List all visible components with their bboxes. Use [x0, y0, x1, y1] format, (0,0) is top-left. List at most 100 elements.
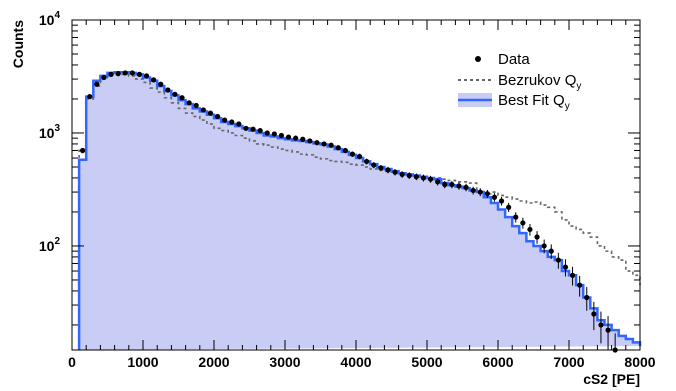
data-point — [307, 138, 313, 144]
x-tick-label: 0 — [68, 354, 76, 370]
x-tick-label: 7000 — [553, 354, 584, 370]
data-point — [435, 179, 441, 185]
data-point — [442, 181, 448, 188]
data-point — [577, 282, 583, 288]
data-point — [591, 311, 597, 317]
data-point — [392, 169, 398, 175]
data-point — [214, 113, 221, 120]
data-point — [158, 81, 164, 87]
legend-data-marker — [475, 56, 481, 62]
legend-bestfit-label: Best Fit Qy — [498, 92, 570, 112]
data-point — [94, 81, 100, 87]
data-point — [584, 294, 590, 301]
data-point — [378, 165, 384, 171]
y-tick-label: 104 — [39, 10, 61, 28]
data-point — [335, 145, 341, 151]
data-point — [569, 272, 576, 278]
data-point — [186, 100, 192, 106]
axis-ticks — [71, 20, 641, 350]
data-point — [80, 147, 86, 154]
data-point — [463, 184, 469, 190]
bezrukov-step-line — [78, 73, 641, 350]
data-point — [108, 71, 114, 77]
data-point — [314, 140, 320, 146]
data-point — [200, 107, 206, 113]
data-point — [349, 151, 356, 157]
y-tick-label: 103 — [39, 123, 61, 141]
data-point — [264, 130, 270, 136]
x-tick-label: 1000 — [127, 354, 158, 370]
data-point — [151, 77, 157, 83]
data-point — [122, 70, 128, 76]
y-axis-title: Counts — [10, 20, 26, 68]
data-point — [399, 171, 405, 177]
tick-labels: 0 1000 2000 3000 4000 5000 6000 7000 8000 102 103 1… — [39, 10, 656, 370]
data-point — [143, 73, 150, 79]
data-point — [406, 172, 412, 179]
data-point — [300, 136, 306, 142]
data-point — [271, 131, 277, 137]
data-point — [477, 189, 483, 195]
data-point — [484, 191, 490, 197]
x-tick-label: 5000 — [411, 354, 442, 370]
data-point — [207, 110, 214, 116]
data-point — [506, 204, 512, 210]
plot-point-layer — [80, 70, 618, 353]
data-point — [250, 126, 256, 132]
data-point — [605, 327, 611, 333]
data-point — [101, 74, 107, 81]
data-point — [129, 70, 135, 76]
x-tick-label: 6000 — [482, 354, 513, 370]
best-fit-fill-area — [79, 72, 641, 350]
data-point — [229, 119, 235, 125]
x-tick-label: 8000 — [624, 354, 655, 370]
data-point — [222, 117, 228, 123]
data-point — [356, 153, 363, 160]
legend-bezrukov-label: Bezrukov Qy — [498, 72, 581, 92]
data-point — [562, 264, 569, 270]
data-point — [87, 93, 93, 100]
data-point — [534, 234, 540, 240]
data-point — [115, 71, 121, 77]
data-point — [371, 162, 377, 168]
x-axis-title: cS2 [PE] — [583, 371, 640, 387]
data-point — [285, 134, 292, 140]
x-tick-label: 4000 — [340, 354, 371, 370]
data-point — [179, 95, 185, 101]
data-point — [165, 87, 171, 93]
data-point — [470, 187, 476, 194]
data-point — [491, 194, 498, 200]
data-point — [555, 257, 561, 263]
x-tick-label: 2000 — [198, 354, 229, 370]
y-tick-label: 102 — [39, 236, 61, 254]
plot-fill-layer — [79, 72, 641, 350]
data-point — [172, 91, 178, 97]
data-point — [598, 322, 604, 328]
data-point — [513, 214, 519, 220]
data-point — [427, 176, 434, 182]
legend: Data Bezrukov Qy Best Fit Qy — [458, 51, 581, 112]
data-point — [328, 142, 334, 148]
data-point — [520, 220, 526, 226]
data-point — [449, 181, 455, 188]
data-point — [456, 183, 462, 189]
data-point — [541, 243, 547, 249]
legend-data-label: Data — [498, 51, 530, 68]
data-point — [257, 127, 263, 134]
data-point — [413, 174, 419, 180]
data-point — [136, 71, 143, 77]
data-point — [385, 167, 391, 173]
data-point — [498, 198, 505, 204]
data-point — [293, 135, 299, 141]
x-tick-label: 3000 — [269, 354, 300, 370]
data-point — [193, 102, 199, 109]
data-point — [321, 141, 327, 147]
data-point — [243, 125, 249, 131]
data-point — [527, 226, 533, 233]
data-point — [278, 132, 285, 139]
data-point — [420, 175, 427, 181]
data-point — [342, 147, 348, 154]
data-point — [548, 248, 554, 254]
data-point — [364, 158, 370, 165]
